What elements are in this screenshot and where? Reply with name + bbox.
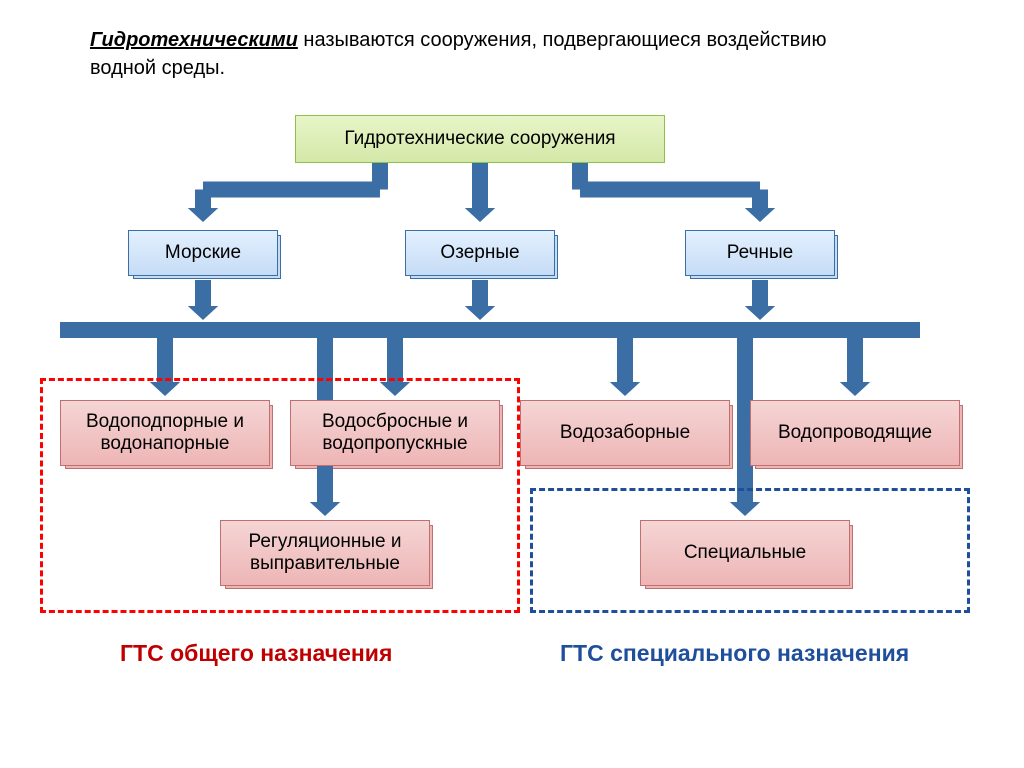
node-cat4: Водопроводящие xyxy=(750,400,960,466)
node-cat6-label: Специальные xyxy=(684,542,806,564)
node-cat3: Водозаборные xyxy=(520,400,730,466)
definition-term: Гидротехническими xyxy=(90,29,298,51)
definition-text: Гидротехническими называются сооружения,… xyxy=(90,26,890,82)
node-cat4-label: Водопроводящие xyxy=(778,422,932,444)
node-cat5-label: Регуляционные и выправительные xyxy=(225,531,425,575)
node-lake: Озерные xyxy=(405,230,555,276)
node-cat3-label: Водозаборные xyxy=(560,422,690,444)
caption-special-label: ГТС специального назначения xyxy=(560,640,909,666)
node-root: Гидротехнические сооружения xyxy=(295,115,665,163)
horizontal-bus-bar xyxy=(60,322,920,338)
node-cat2-label: Водосбросные и водопропускные xyxy=(295,411,495,455)
node-root-label: Гидротехнические сооружения xyxy=(344,128,615,150)
node-cat5: Регуляционные и выправительные xyxy=(220,520,430,586)
node-cat2: Водосбросные и водопропускные xyxy=(290,400,500,466)
node-cat1-label: Водоподпорные и водонапорные xyxy=(65,411,265,455)
node-marine-label: Морские xyxy=(165,242,241,264)
node-cat1: Водоподпорные и водонапорные xyxy=(60,400,270,466)
node-cat6: Специальные xyxy=(640,520,850,586)
node-river-label: Речные xyxy=(727,242,793,264)
caption-general-label: ГТС общего назначения xyxy=(120,640,392,666)
node-river: Речные xyxy=(685,230,835,276)
node-marine: Морские xyxy=(128,230,278,276)
node-lake-label: Озерные xyxy=(440,242,519,264)
caption-special: ГТС специального назначения xyxy=(560,640,909,667)
caption-general: ГТС общего назначения xyxy=(120,640,392,667)
